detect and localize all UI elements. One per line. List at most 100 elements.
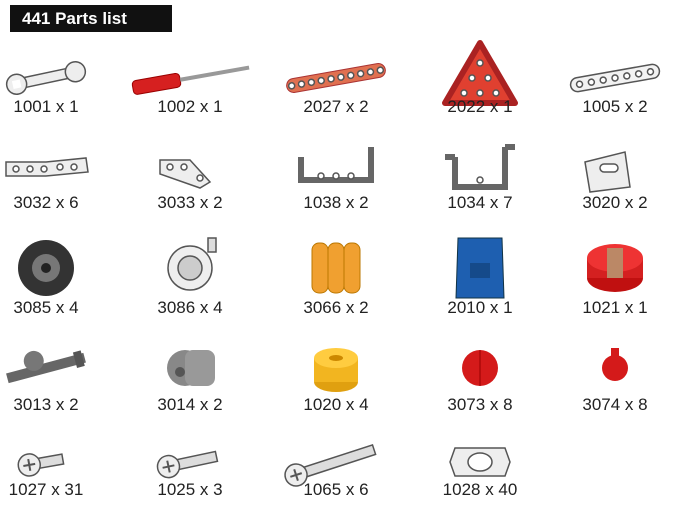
icon-shape [175,367,185,377]
icon-shape [343,242,361,294]
icon-shape [298,147,374,183]
icon-shape [317,76,325,85]
icon-shape [442,40,518,106]
icon-shape [445,144,515,190]
icon-shape [575,80,584,89]
icon-shape [23,458,36,472]
title: 441 Parts list [22,9,127,28]
icon-shape [23,350,44,371]
icon-shape [646,67,655,76]
icon-shape [196,174,204,182]
part-icon [462,350,498,386]
part-icon [298,147,374,183]
labels: 1001 x 1 1002 x 1 2027 x 2 2022 x 1 1005 x 2… [9,97,648,499]
icon-shape [329,355,343,361]
icon-shape [317,172,325,180]
icon-shape [70,163,78,171]
icon-shape [611,74,619,82]
part-label: 1027 x 31 [9,480,84,499]
part-icon [131,65,250,95]
icon-shape [476,176,484,184]
part-label: 1065 x 6 [303,480,368,499]
icon-shape [207,237,217,253]
icon-shape [26,165,34,173]
part-label: 1028 x 40 [443,480,518,499]
icon-shape [6,350,86,384]
icon-shape [470,263,490,278]
icon-shape [468,74,476,82]
icon-shape [467,452,493,472]
icon-shape [284,443,377,487]
part-icon [167,350,215,386]
part-icon [17,453,65,477]
part-icon [284,443,377,487]
icon-shape [287,82,296,90]
icon-shape [634,70,643,78]
part-label: 2010 x 1 [447,298,512,317]
icon-shape [311,242,329,294]
part-label: 1038 x 2 [303,193,368,212]
icon-shape [569,63,661,93]
part-icon [311,242,361,294]
icon-shape [72,350,85,368]
part-label: 3014 x 2 [157,395,222,414]
icon-shape [56,163,64,171]
icon-shape [602,355,628,381]
part-label: 1020 x 4 [303,395,368,414]
icon-shape [337,73,345,81]
part-label: 1021 x 1 [582,298,647,317]
icon-shape [307,78,316,87]
part-label: 3086 x 4 [157,298,222,317]
icon-shape [11,79,22,89]
part-icon [442,40,518,106]
icon-shape [131,65,250,95]
part-icon [455,237,505,299]
part-icon [602,348,628,381]
icon-shape [162,460,175,473]
icon-shape [185,350,215,386]
icon-shape [156,450,219,479]
part-label: 1025 x 3 [157,480,222,499]
icon-shape [623,72,631,80]
part-label: 1034 x 7 [447,193,512,212]
icon-shape [599,163,619,173]
icon-shape [366,68,375,76]
icon-shape [484,74,492,82]
icon-shape [64,61,87,83]
icon-shape [356,69,365,78]
part-icon [5,61,87,95]
icon-shape [332,172,340,180]
part-icon [156,450,219,479]
icon-shape [347,71,355,80]
part-label: 3032 x 6 [13,193,78,212]
icon-shape [286,63,386,93]
icon-shape [587,78,596,86]
icon-shape [6,352,86,384]
icons [5,40,661,487]
part-icon [286,63,386,93]
icon-shape [40,165,48,173]
part-label: 3033 x 2 [157,193,222,212]
part-label: 1002 x 1 [157,97,222,116]
part-label: 3085 x 4 [13,298,78,317]
icon-shape [297,80,306,88]
icon-shape [476,59,484,67]
part-label: 3013 x 2 [13,395,78,414]
part-label: 1005 x 2 [582,97,647,116]
icon-shape [460,89,468,97]
icon-shape [347,172,355,180]
part-icon [449,447,511,477]
icon-shape [41,263,51,273]
icon-shape [376,66,385,74]
part-icon [18,240,74,296]
icon-shape [327,75,335,83]
icon-shape [177,255,203,281]
icon-shape [611,348,619,358]
part-icon [6,350,86,384]
icon-shape [179,65,250,82]
part-label: 3074 x 8 [582,395,647,414]
icon-shape [327,242,345,294]
part-icon [445,144,515,190]
